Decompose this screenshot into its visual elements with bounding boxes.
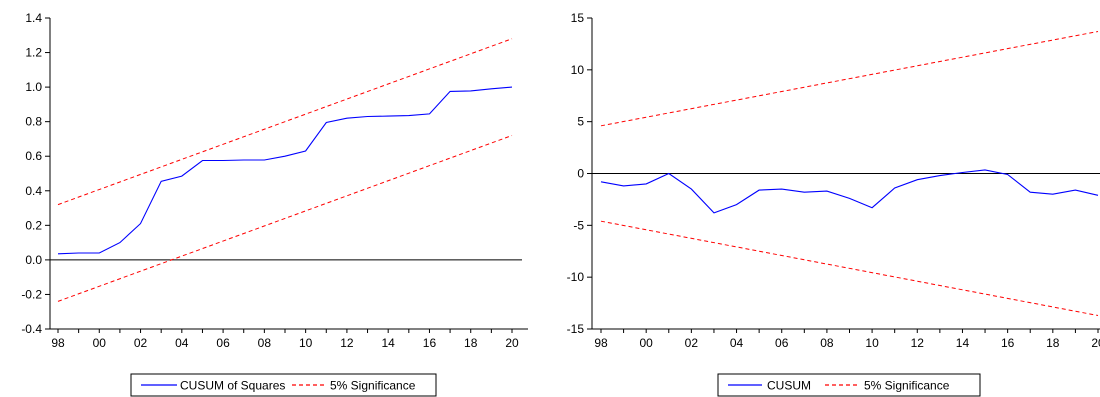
- left-x-tick-label-6: 10: [299, 336, 313, 350]
- right-y-tick-label-6: -15: [567, 322, 585, 336]
- left-y-tick-label-6: 0.2: [25, 218, 42, 232]
- right-x-tick-label-8: 14: [956, 336, 970, 350]
- right-significance-band-lower: [600, 220, 1099, 317]
- left-y-tick-label-3: 0.8: [25, 115, 42, 129]
- legend-left-box: [130, 373, 437, 397]
- left-x-tick-label-1: 00: [93, 336, 107, 350]
- right-x-tick-label-4: 06: [775, 336, 789, 350]
- right-y-tick-label-2: 5: [577, 115, 584, 129]
- left-y-tick-label-7: 0.0: [25, 253, 42, 267]
- legend-left-significance-label: 5% Significance: [330, 379, 416, 393]
- right-x-tick-label-6: 10: [865, 336, 879, 350]
- left-significance-band-lower: [57, 135, 513, 302]
- right-y-tick-label-1: 10: [571, 63, 585, 77]
- cusum-squares-chart: 1.4 1.2 1.0 0.8 0.6 0.4 0.2 0.0 -0.2 -0.4 98 00 02 04…: [21, 11, 528, 350]
- right-x-tick-label-5: 08: [820, 336, 834, 350]
- cusum-chart: 15 10 5 0 -5 -10 -15 98 00 02 04 06 08 10 12 14 16 18 20: [567, 11, 1100, 350]
- left-y-tick-label-5: 0.4: [25, 184, 42, 198]
- left-x-tick-label-0: 98: [51, 336, 65, 350]
- right-y-tick-label-4: -5: [573, 218, 584, 232]
- right-series-line: [600, 169, 1099, 214]
- right-x-tick-label-2: 02: [685, 336, 699, 350]
- right-y-tick-label-5: -10: [567, 270, 585, 284]
- left-y-tick-label-4: 0.6: [25, 149, 42, 163]
- left-x-tick-label-5: 08: [258, 336, 272, 350]
- left-y-tick-label-1: 1.2: [25, 46, 42, 60]
- left-y-tick-label-2: 1.0: [25, 80, 42, 94]
- left-x-tick-label-9: 16: [423, 336, 437, 350]
- legend-right-cusum-label: CUSUM: [767, 379, 811, 393]
- right-x-tick-label-9: 16: [1001, 336, 1015, 350]
- left-x-tick-label-11: 20: [505, 336, 519, 350]
- right-x-tick-label-10: 18: [1046, 336, 1060, 350]
- legend-left: CUSUM of Squares 5% Significance: [130, 373, 437, 397]
- left-x-tick-label-7: 12: [340, 336, 354, 350]
- left-y-tick-label-8: -0.2: [21, 287, 42, 301]
- left-series-line: [57, 86, 513, 255]
- right-x-tick-label-3: 04: [730, 336, 744, 350]
- legend-right-significance-label: 5% Significance: [864, 379, 950, 393]
- legend-right: CUSUM 5% Significance: [717, 373, 981, 397]
- left-x-tick-label-3: 04: [175, 336, 189, 350]
- left-x-tick-label-10: 18: [464, 336, 478, 350]
- left-x-tick-label-4: 06: [216, 336, 230, 350]
- right-y-tick-label-3: 0: [577, 167, 584, 181]
- left-x-tick-label-8: 14: [382, 336, 396, 350]
- right-significance-band-upper: [600, 30, 1099, 127]
- left-y-tick-label-9: -0.4: [21, 322, 42, 336]
- left-x-tick-label-2: 02: [134, 336, 148, 350]
- right-x-tick-label-11: 20: [1091, 336, 1100, 350]
- left-y-tick-label-0: 1.4: [25, 11, 42, 25]
- legend-left-cusumsq-label: CUSUM of Squares: [180, 379, 285, 393]
- right-y-tick-label-0: 15: [571, 11, 585, 25]
- right-x-tick-label-0: 98: [594, 336, 608, 350]
- right-x-tick-label-1: 00: [640, 336, 654, 350]
- left-significance-band-upper: [57, 38, 513, 206]
- right-x-tick-label-7: 12: [911, 336, 925, 350]
